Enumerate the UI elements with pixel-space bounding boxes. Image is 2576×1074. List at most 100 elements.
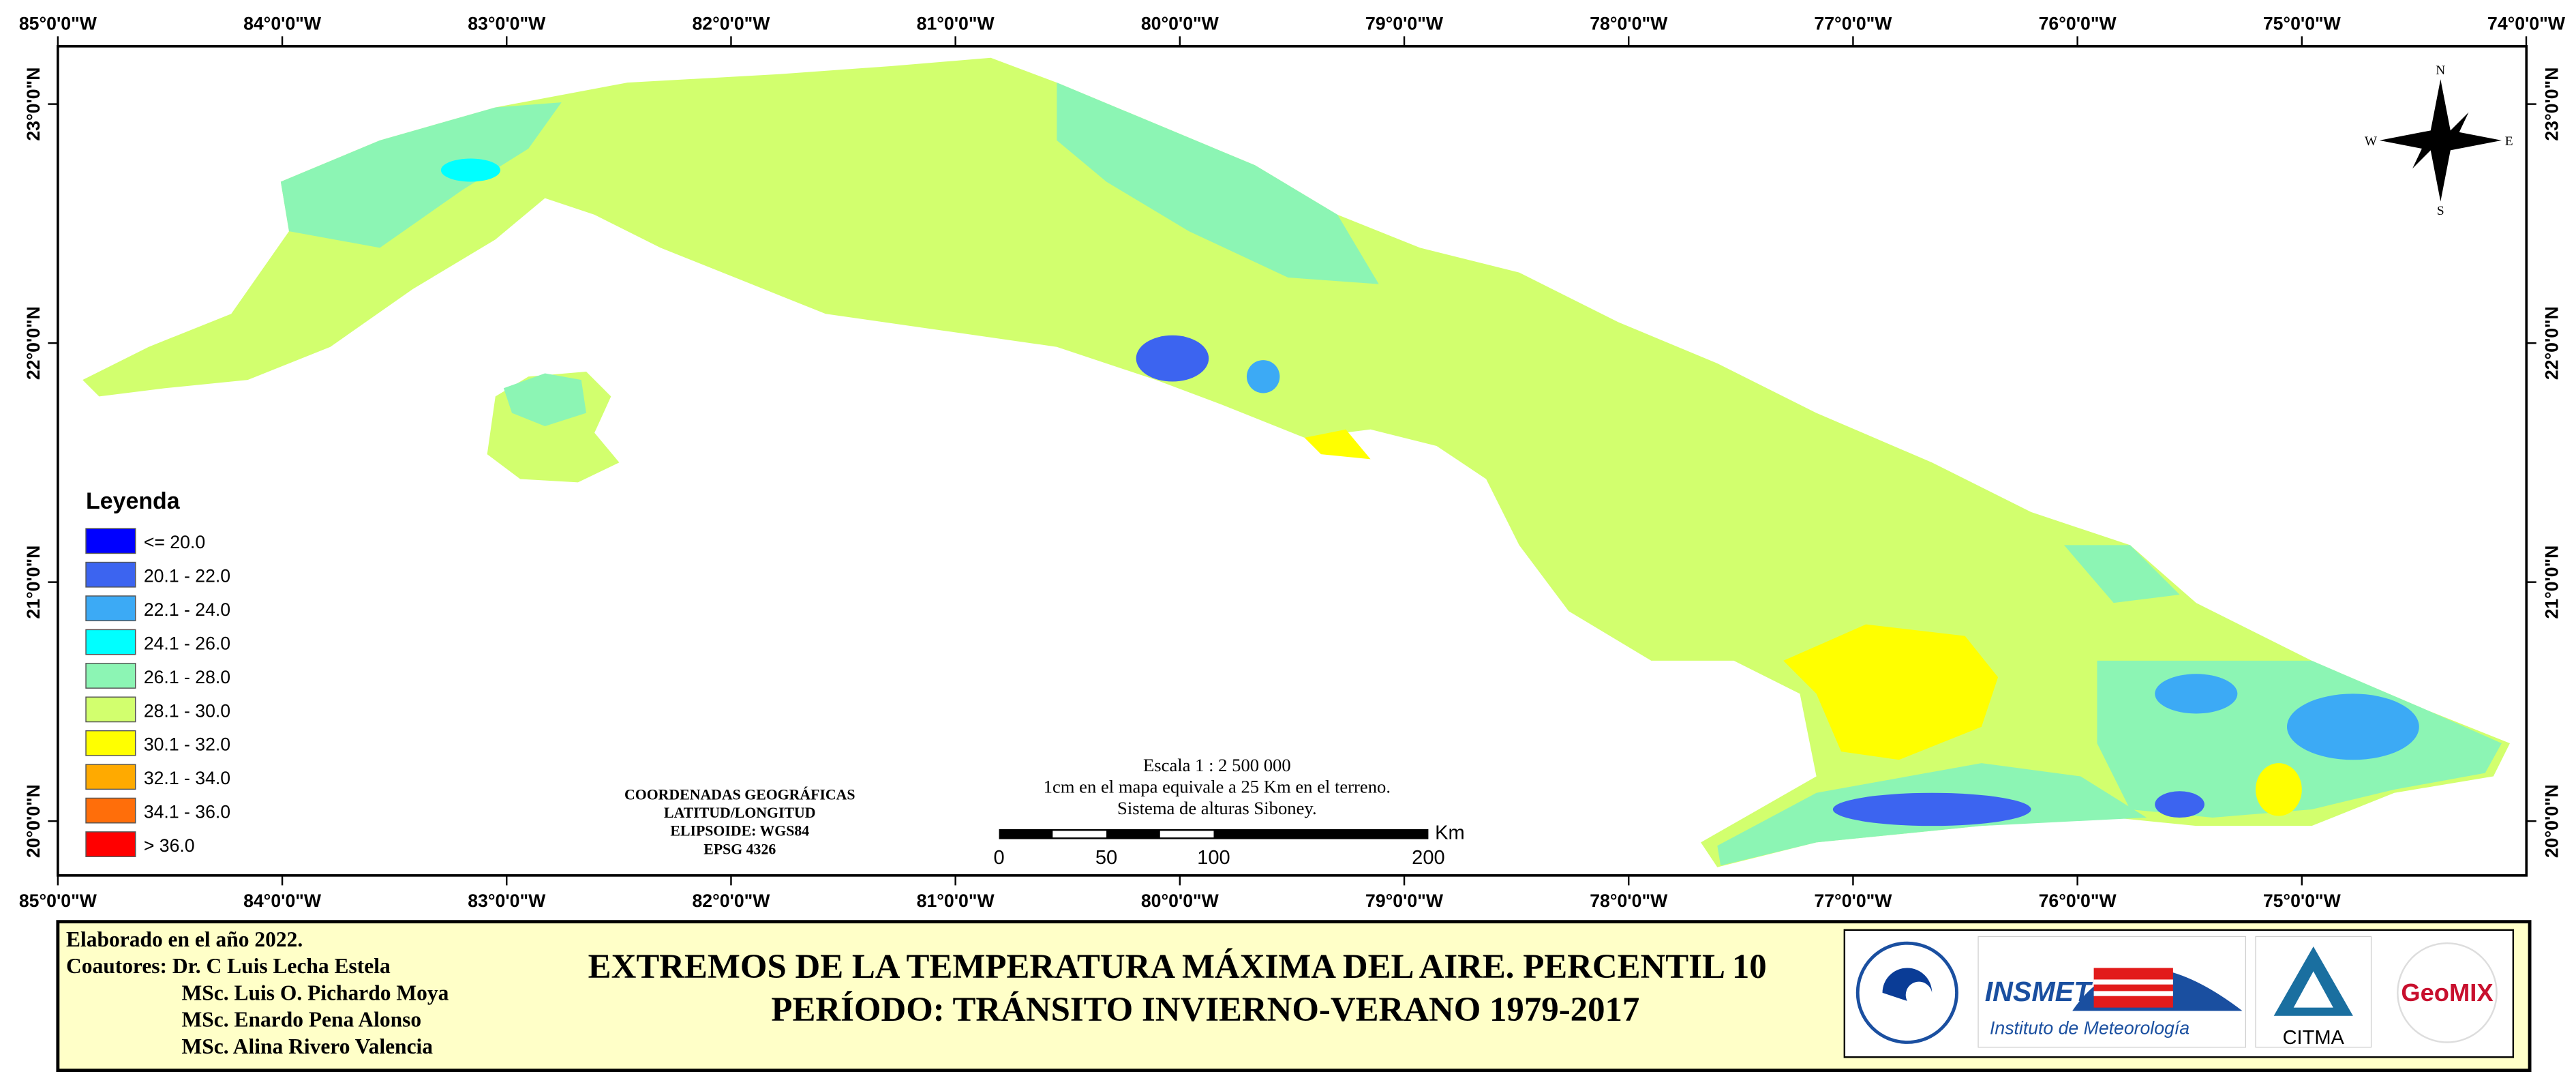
logo-insmet-text: INSMET xyxy=(1985,976,2093,1007)
compass-star xyxy=(2412,112,2469,169)
scale-tick-label: 100 xyxy=(1197,847,1230,869)
logo-geomix xyxy=(2397,942,2498,1043)
legend-swatch xyxy=(85,730,136,756)
legend-swatch xyxy=(85,595,136,622)
credits: Elaborado en el año 2022. Coautores: Dr. … xyxy=(66,927,449,1058)
lat-label: 22°0'0"N xyxy=(2541,306,2562,380)
coordinates-line: EPSG 4326 xyxy=(703,841,776,857)
credit-line: MSc. Enardo Pena Alonso xyxy=(182,1008,422,1032)
compass-label: N xyxy=(2436,63,2445,78)
scale-unit: Km xyxy=(1435,822,1465,844)
compass-label: E xyxy=(2505,134,2513,149)
land-zone-yellow xyxy=(2255,763,2302,816)
scale-tick-label: 200 xyxy=(1412,847,1444,869)
legend-swatch xyxy=(85,629,136,655)
compass-label: W xyxy=(2365,134,2378,149)
lat-label: 21°0'0"N xyxy=(23,546,44,619)
footer-title: EXTREMOS DE LA TEMPERATURA MÁXIMA DEL AI… xyxy=(588,948,1767,986)
credit-line: MSc. Luis O. Pichardo Moya xyxy=(182,981,449,1004)
legend-swatch xyxy=(85,696,136,723)
land-zone-green xyxy=(1057,83,1379,284)
land-zone-blue xyxy=(1246,360,1280,393)
legend-label: 34.1 - 36.0 xyxy=(144,802,230,822)
legend-swatch xyxy=(85,764,136,790)
legend-label: 28.1 - 30.0 xyxy=(144,700,230,721)
legend-swatch xyxy=(85,797,136,824)
lon-label: 77°0'0"W xyxy=(1814,891,1892,911)
legend-swatch xyxy=(85,528,136,554)
compass-label: S xyxy=(2437,204,2444,218)
legend-label: 20.1 - 22.0 xyxy=(144,566,230,586)
logo-insmet-sub: Instituto de Meteorología xyxy=(1990,1017,2189,1038)
lon-label: 82°0'0"W xyxy=(692,891,770,911)
scale-bar xyxy=(1052,831,1107,838)
scale-text: Sistema de alturas Siboney. xyxy=(1117,798,1317,818)
lon-label: 83°0'0"W xyxy=(468,891,546,911)
footer-title: PERÍODO: TRÁNSITO INVIERNO-VERANO 1979-2… xyxy=(771,991,1639,1029)
land-zone-blue xyxy=(1832,792,2031,826)
lat-label: 23°0'0"N xyxy=(2541,68,2562,141)
lon-label: 77°0'0"W xyxy=(1814,14,1892,34)
lon-label: 76°0'0"W xyxy=(2039,891,2117,911)
lon-label: 75°0'0"W xyxy=(2263,891,2342,911)
credit-line: Coautores: Dr. C Luis Lecha Estela xyxy=(66,954,391,978)
logo-insmet-flag xyxy=(2093,991,2173,996)
legend-label: > 36.0 xyxy=(144,835,195,856)
legend-label: 24.1 - 26.0 xyxy=(144,633,230,653)
map-frame xyxy=(57,45,2528,877)
logo-geomix-text: GeoMIX xyxy=(2401,979,2493,1006)
lon-label: 76°0'0"W xyxy=(2039,14,2117,34)
land-zone-yellow xyxy=(1304,429,1371,460)
lat-label: 21°0'0"N xyxy=(2541,546,2562,619)
legend-swatch xyxy=(85,561,136,588)
lon-label: 81°0'0"W xyxy=(917,891,995,911)
lon-label: 79°0'0"W xyxy=(1365,14,1444,34)
scale-text: Escala 1 : 2 500 000 xyxy=(1143,755,1291,775)
lat-label: 23°0'0"N xyxy=(23,68,44,141)
lon-label: 74°0'0"W xyxy=(2487,14,2566,34)
logo-citma-text: CITMA xyxy=(2283,1027,2345,1049)
logos: INSMET Instituto de Meteorología CITMA G… xyxy=(1843,929,2515,1058)
lon-label: 81°0'0"W xyxy=(917,14,995,34)
scale-bar xyxy=(1160,831,1214,838)
lon-label: 78°0'0"W xyxy=(1590,891,1668,911)
lon-label: 80°0'0"W xyxy=(1141,891,1219,911)
lon-label: 85°0'0"W xyxy=(19,14,97,34)
lon-label: 84°0'0"W xyxy=(243,891,322,911)
land-zone-green xyxy=(503,373,587,426)
legend-label: 30.1 - 32.0 xyxy=(144,734,230,755)
lat-label: 20°0'0"N xyxy=(2541,784,2562,858)
lat-label: 22°0'0"N xyxy=(23,306,44,380)
logo-citma-mark xyxy=(2293,971,2333,1008)
coordinates-line: ELIPSOIDE: WGS84 xyxy=(670,823,809,839)
legend: <= 20.0 20.1 - 22.0 22.1 - 24.0 24.1 - 26.0… xyxy=(85,528,230,857)
legend-label: 32.1 - 34.0 xyxy=(144,768,230,788)
lon-label: 79°0'0"W xyxy=(1365,891,1444,911)
lon-label: 75°0'0"W xyxy=(2263,14,2342,34)
land-zone-blue xyxy=(1136,335,1209,382)
legend-label: 22.1 - 24.0 xyxy=(144,599,230,620)
credit-line: MSc. Alina Rivero Valencia xyxy=(182,1034,434,1058)
lon-label: 82°0'0"W xyxy=(692,14,770,34)
land-zone-green xyxy=(2063,545,2180,603)
coordinates-note: COORDENADAS GEOGRÁFICAS LATITUD/LONGITUD E… xyxy=(624,786,855,857)
coordinates-line: LATITUD/LONGITUD xyxy=(664,805,815,821)
legend-swatch xyxy=(85,663,136,689)
land-zone-blue xyxy=(2287,693,2419,760)
legend-swatch xyxy=(85,831,136,857)
legend-label: <= 20.0 xyxy=(144,532,205,552)
logo-smm-swirl xyxy=(1882,968,1933,1001)
lon-label: 78°0'0"W xyxy=(1590,14,1668,34)
coordinates-line: COORDENADAS GEOGRÁFICAS xyxy=(624,786,855,803)
scale-tick-label: 50 xyxy=(1095,847,1117,869)
logo-insmet-flag xyxy=(2093,979,2173,985)
legend-label: 26.1 - 28.0 xyxy=(144,667,230,687)
lon-label: 84°0'0"W xyxy=(243,14,322,34)
lat-label: 20°0'0"N xyxy=(23,784,44,858)
lon-label: 83°0'0"W xyxy=(468,14,546,34)
land-zone-green xyxy=(280,102,562,248)
legend-title: Leyenda xyxy=(86,488,181,514)
land-zone-blue xyxy=(2155,791,2204,818)
